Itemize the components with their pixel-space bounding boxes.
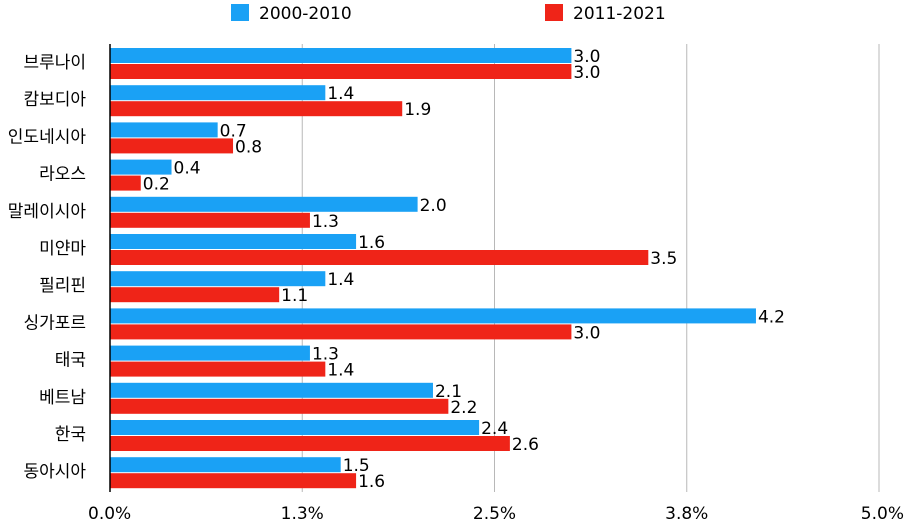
data-label: 4.2	[758, 307, 785, 327]
x-tick-label: 5.0%	[861, 504, 904, 524]
data-label: 1.9	[404, 100, 431, 120]
data-label: 1.3	[312, 345, 339, 365]
bar-series1	[110, 85, 326, 101]
bar-series2	[110, 436, 510, 451]
bar-series2	[110, 138, 234, 154]
category-label: 캄보디아	[23, 90, 86, 110]
data-label: 1.4	[327, 361, 354, 381]
axes: 0.0% 1.3% 2.5% 3.8% 5.0% 브루나이캄보디아인도네시아라오스말레이시…	[8, 44, 904, 524]
x-tick-label: 3.8%	[665, 504, 708, 524]
bar-series1	[110, 122, 218, 138]
data-label: 1.5	[343, 456, 370, 476]
bar-series2	[110, 212, 310, 228]
data-label: 3.0	[573, 323, 600, 343]
bar-series2	[110, 287, 280, 303]
bar-series1	[110, 48, 572, 63]
bar-series2	[110, 473, 357, 489]
bar-series2	[110, 64, 572, 79]
category-label: 싱가포르	[23, 313, 86, 333]
category-label: 인도네시아	[8, 127, 87, 147]
bar-series1	[110, 457, 341, 473]
data-label: 2.6	[512, 435, 539, 455]
data-label: 3.0	[573, 63, 600, 83]
data-label: 2.4	[481, 419, 508, 439]
bar-series2	[110, 398, 449, 414]
x-tick-label: 2.5%	[473, 504, 516, 524]
bar-series1	[110, 196, 418, 212]
data-label: 1.4	[327, 270, 354, 290]
bar-series1	[110, 308, 756, 324]
category-label: 라오스	[39, 165, 86, 185]
grid-lines	[301, 44, 880, 492]
bar-series1	[110, 345, 310, 361]
category-label: 한국	[55, 425, 86, 445]
category-label: 말레이시아	[8, 202, 87, 222]
x-tick-label: 0.0%	[88, 504, 131, 524]
data-label: 1.1	[281, 286, 308, 306]
bar-series1	[110, 382, 433, 398]
bar-series2	[110, 361, 326, 377]
data-label: 1.6	[358, 233, 385, 253]
bar-series1	[110, 420, 480, 435]
category-label: 태국	[55, 351, 86, 371]
legend: 2000-2010 2011-2021	[231, 4, 666, 24]
legend-label: 2011-2021	[573, 4, 666, 24]
data-label: 2.0	[420, 196, 447, 216]
bars: 3.03.01.41.90.70.80.40.22.01.31.63.51.41…	[110, 47, 785, 492]
legend-label: 2000-2010	[259, 4, 352, 24]
bar-series1	[110, 234, 357, 249]
data-label: 1.3	[312, 212, 339, 232]
bar-series1	[110, 159, 172, 175]
data-label: 0.2	[143, 175, 170, 195]
data-label: 1.6	[358, 472, 385, 492]
category-label: 베트남	[39, 388, 86, 408]
data-label: 3.0	[573, 47, 600, 67]
data-label: 1.4	[327, 84, 354, 104]
bar-series2	[110, 101, 403, 117]
category-label: 동아시아	[23, 462, 86, 482]
x-tick-label: 1.3%	[281, 504, 324, 524]
data-label: 2.1	[435, 382, 462, 402]
data-label: 0.8	[235, 137, 262, 157]
data-label: 3.5	[650, 249, 677, 269]
bar-series2	[110, 175, 141, 191]
bar-series1	[110, 271, 326, 287]
legend-swatch	[231, 4, 249, 21]
category-label: 필리핀	[39, 276, 86, 296]
bar-series2	[110, 250, 649, 265]
data-label: 2.2	[450, 398, 477, 418]
category-label: 브루나이	[23, 53, 86, 73]
legend-swatch	[545, 4, 563, 21]
category-label: 미얀마	[39, 239, 86, 259]
data-label: 0.7	[220, 121, 247, 141]
data-label: 0.4	[174, 159, 201, 179]
bar-series2	[110, 324, 572, 340]
